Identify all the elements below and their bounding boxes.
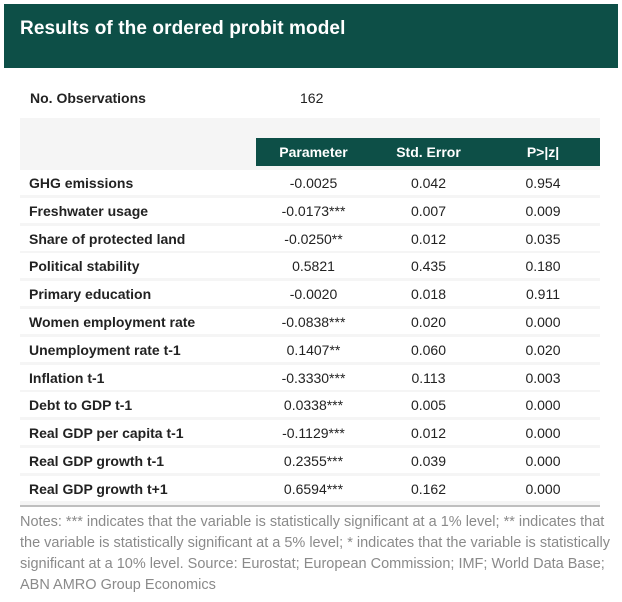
parameter-value: 0.6594*** (283, 480, 344, 497)
parameter-value: 0.5821 (292, 258, 335, 275)
std-error-value: 0.113 (411, 369, 446, 386)
std-error-value: 0.012 (410, 425, 447, 442)
parameter-value: -0.0173*** (281, 202, 346, 219)
column-header-std-error: Std. Error (396, 144, 461, 160)
page-title: Results of the ordered probit model (20, 18, 346, 39)
column-header-parameter: Parameter (279, 144, 348, 160)
parameter-value: 0.1407** (286, 341, 341, 358)
p-value: 0.009 (525, 202, 561, 219)
std-error-value: 0.162 (410, 480, 447, 497)
observations-row: No. Observations 162 (20, 80, 600, 118)
p-value: 0.911 (526, 286, 560, 303)
table-row: Political stability 0.5821 0.435 0.180 (20, 253, 600, 279)
title-banner: Results of the ordered probit model (4, 4, 618, 68)
std-error-value: 0.005 (410, 397, 447, 414)
p-value: 0.035 (525, 230, 561, 247)
notes-divider (20, 505, 600, 507)
table-row: Inflation t-1 -0.3330*** 0.113 0.003 (20, 364, 600, 390)
parameter-value: -0.1129*** (282, 425, 345, 442)
row-label: Real GDP growth t+1 (29, 480, 168, 497)
std-error-value: 0.042 (410, 175, 447, 191)
table-row: Freshwater usage -0.0173*** 0.007 0.009 (20, 197, 600, 223)
table-notes: Notes: *** indicates that the variable i… (20, 514, 610, 593)
row-label: Real GDP per capita t-1 (29, 425, 184, 442)
row-label: Unemployment rate t-1 (29, 341, 181, 358)
table-row: Unemployment rate t-1 0.1407** 0.060 0.020 (20, 336, 600, 362)
table-row: Real GDP growth t+1 0.6594*** 0.162 0.000 (20, 475, 600, 501)
std-error-value: 0.018 (410, 286, 447, 303)
table-row: GHG emissions -0.0025 0.042 0.954 (20, 170, 600, 195)
p-value: 0.000 (525, 453, 561, 469)
column-header-p-value: P>|z| (526, 144, 560, 160)
p-value: 0.180 (525, 258, 561, 275)
parameter-value: 0.2355*** (283, 453, 344, 469)
observations-value: 162 (300, 90, 324, 106)
std-error-value: 0.012 (410, 230, 447, 247)
parameter-value: -0.0838*** (281, 314, 346, 330)
table-row: Share of protected land -0.0250** 0.012 0.0… (20, 225, 600, 251)
parameter-value: -0.0025 (289, 175, 338, 191)
parameter-value: -0.0020 (289, 286, 338, 303)
p-value: 0.000 (525, 397, 561, 414)
table-row: Real GDP growth t-1 0.2355*** 0.039 0.000 (20, 448, 600, 473)
row-label: Women employment rate (29, 314, 196, 330)
p-value: 0.000 (525, 314, 561, 330)
table-column-header: Parameter Std. Error P>|z| (256, 138, 600, 166)
std-error-value: 0.020 (410, 314, 447, 330)
table-row: Women employment rate -0.0838*** 0.020 0.00… (20, 309, 600, 334)
parameter-value: -0.0250** (284, 230, 343, 247)
p-value: 0.000 (525, 425, 561, 442)
p-value: 0.020 (525, 341, 561, 358)
table-row: Real GDP per capita t-1 -0.1129*** 0.012 0.… (20, 420, 600, 446)
row-label: Freshwater usage (29, 202, 149, 219)
parameter-value: 0.0338*** (283, 397, 344, 414)
row-label: Inflation t-1 (29, 369, 105, 386)
parameter-value: -0.3330*** (281, 369, 346, 386)
observations-label: No. Observations (30, 90, 146, 106)
row-label: Share of protected land (29, 230, 186, 247)
row-label: GHG emissions (29, 175, 134, 191)
std-error-value: 0.007 (410, 202, 447, 219)
row-label: Primary education (29, 286, 152, 303)
p-value: 0.003 (525, 369, 561, 386)
table-row: Debt to GDP t-1 0.0338*** 0.005 0.000 (20, 392, 600, 418)
std-error-value: 0.435 (410, 258, 447, 275)
row-label: Debt to GDP t-1 (29, 397, 133, 414)
p-value: 0.954 (525, 175, 561, 191)
row-label: Political stability (29, 258, 140, 275)
table-row: Primary education -0.0020 0.018 0.911 (20, 281, 600, 307)
row-label: Real GDP growth t-1 (29, 453, 165, 469)
p-value: 0.000 (525, 480, 561, 497)
std-error-value: 0.060 (410, 341, 447, 358)
std-error-value: 0.039 (410, 453, 447, 469)
